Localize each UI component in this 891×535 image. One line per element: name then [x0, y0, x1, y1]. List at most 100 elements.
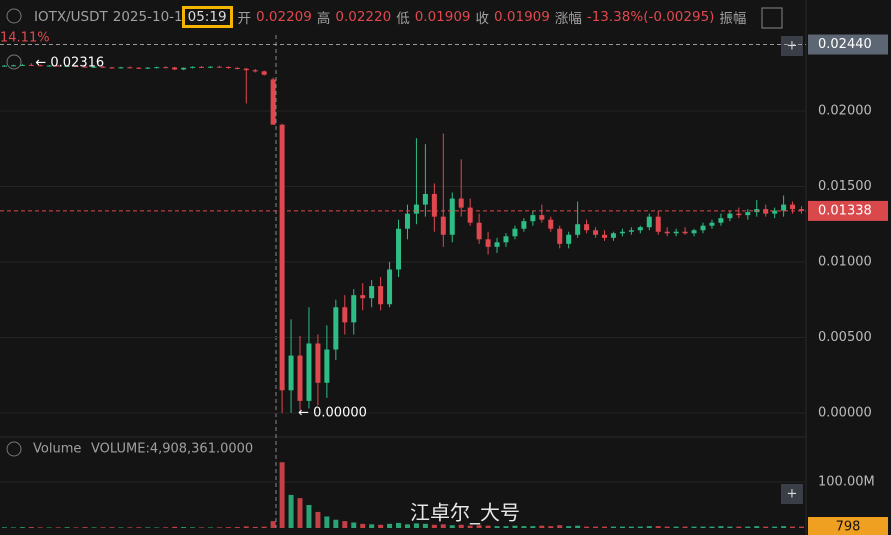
candle-body	[216, 66, 222, 68]
volume-bar	[655, 526, 661, 528]
axis-panel	[806, 0, 891, 535]
header: IOTX/USDT 2025-10-1 05:19 开 0.02209 高 0.…	[34, 6, 746, 28]
volume-bar	[619, 526, 625, 528]
volume-bar	[190, 527, 196, 528]
candle-body	[315, 343, 321, 383]
candle-body	[243, 68, 249, 71]
candle-body	[718, 218, 724, 223]
candle-body	[422, 194, 428, 205]
volume-bar	[225, 527, 231, 528]
candle-body	[485, 239, 491, 247]
candle-body	[64, 65, 70, 67]
fullscreen-icon[interactable]	[761, 7, 783, 29]
volume-bar	[628, 526, 634, 528]
close-label: 收	[475, 11, 490, 27]
candle-body	[467, 207, 473, 223]
candle-body	[46, 65, 52, 67]
volume-bar	[691, 526, 697, 528]
indicator-icon[interactable]	[6, 54, 22, 70]
volume-bar	[315, 511, 321, 528]
collapse-icon[interactable]	[6, 441, 22, 457]
volume-bar	[754, 526, 760, 528]
candle-body	[82, 66, 88, 68]
candle-body	[512, 228, 518, 237]
candle-body	[252, 70, 258, 72]
candle-body	[199, 66, 204, 68]
volume-bar	[324, 516, 330, 528]
volume-bar	[745, 526, 751, 528]
volume-bar	[413, 523, 419, 528]
candle-body	[781, 204, 787, 211]
volume-bar	[763, 526, 769, 528]
candle-body	[378, 286, 384, 305]
candle-body	[28, 64, 34, 66]
candle-body	[136, 67, 142, 69]
volume-bar	[46, 527, 52, 528]
candle-body	[333, 307, 339, 350]
candle-body	[593, 230, 599, 235]
volume-bar	[790, 526, 796, 528]
candle-body	[709, 222, 715, 226]
candle-body	[602, 234, 607, 238]
candle-body	[342, 307, 348, 323]
volume-bar	[557, 525, 563, 528]
volume-bar	[378, 524, 384, 528]
add-button[interactable]	[781, 484, 803, 504]
volume-bar	[127, 527, 133, 528]
add-icon: +	[787, 39, 798, 54]
open-label: 开	[237, 11, 252, 27]
candle-body	[691, 230, 697, 234]
volume-bar	[261, 526, 267, 528]
volume-last-label: 798	[836, 520, 861, 535]
candle-body	[521, 221, 527, 229]
close: 0.01909	[494, 9, 550, 25]
volume-title: Volume	[33, 442, 81, 457]
candle-body	[413, 204, 419, 214]
volume-bar	[548, 526, 554, 528]
volume-bar	[781, 526, 787, 528]
candle-body	[55, 65, 61, 67]
volume-bar	[279, 462, 285, 528]
y-tick-label: 0.00500	[818, 330, 872, 345]
candle-body	[10, 65, 16, 67]
candle-body	[387, 269, 393, 305]
volume-bar	[799, 526, 805, 528]
candle-body	[503, 236, 509, 243]
y-tick-label: 0.02000	[818, 103, 872, 118]
volume-bar	[64, 527, 70, 528]
candle-body	[306, 343, 312, 401]
volume-bar	[145, 527, 151, 528]
volume-bar	[243, 526, 249, 528]
volume-bar	[37, 527, 43, 528]
collapse-icon[interactable]	[6, 8, 22, 24]
candle-body	[225, 67, 231, 69]
y-tick-label: 0.01000	[818, 254, 872, 269]
candle-body	[584, 224, 590, 231]
add-button[interactable]	[781, 36, 803, 56]
volume-bar	[1, 527, 7, 528]
volume-bar	[181, 527, 187, 528]
candle-body	[190, 66, 196, 68]
volume-bar	[109, 527, 115, 528]
candle-body	[548, 219, 554, 229]
date: 2025-10-1	[112, 9, 183, 25]
volume-bar	[10, 527, 16, 528]
volume-bar	[73, 527, 79, 528]
volume-bar	[700, 526, 706, 528]
volume-bar	[521, 526, 527, 528]
candle-body	[476, 222, 482, 240]
volume-bar	[736, 526, 742, 528]
candle-body	[575, 224, 581, 235]
candle-body	[172, 67, 178, 70]
volume-bar	[387, 523, 393, 528]
volume-bar	[610, 526, 616, 528]
candle-body	[655, 216, 661, 232]
volume-bar	[467, 525, 473, 528]
candle-body	[458, 198, 464, 208]
candle-body	[181, 67, 187, 70]
candle-body	[566, 234, 572, 244]
volume-bar	[28, 527, 34, 528]
volume-bar	[575, 525, 581, 528]
volume-bar	[449, 525, 455, 528]
volume-bar	[396, 522, 402, 528]
